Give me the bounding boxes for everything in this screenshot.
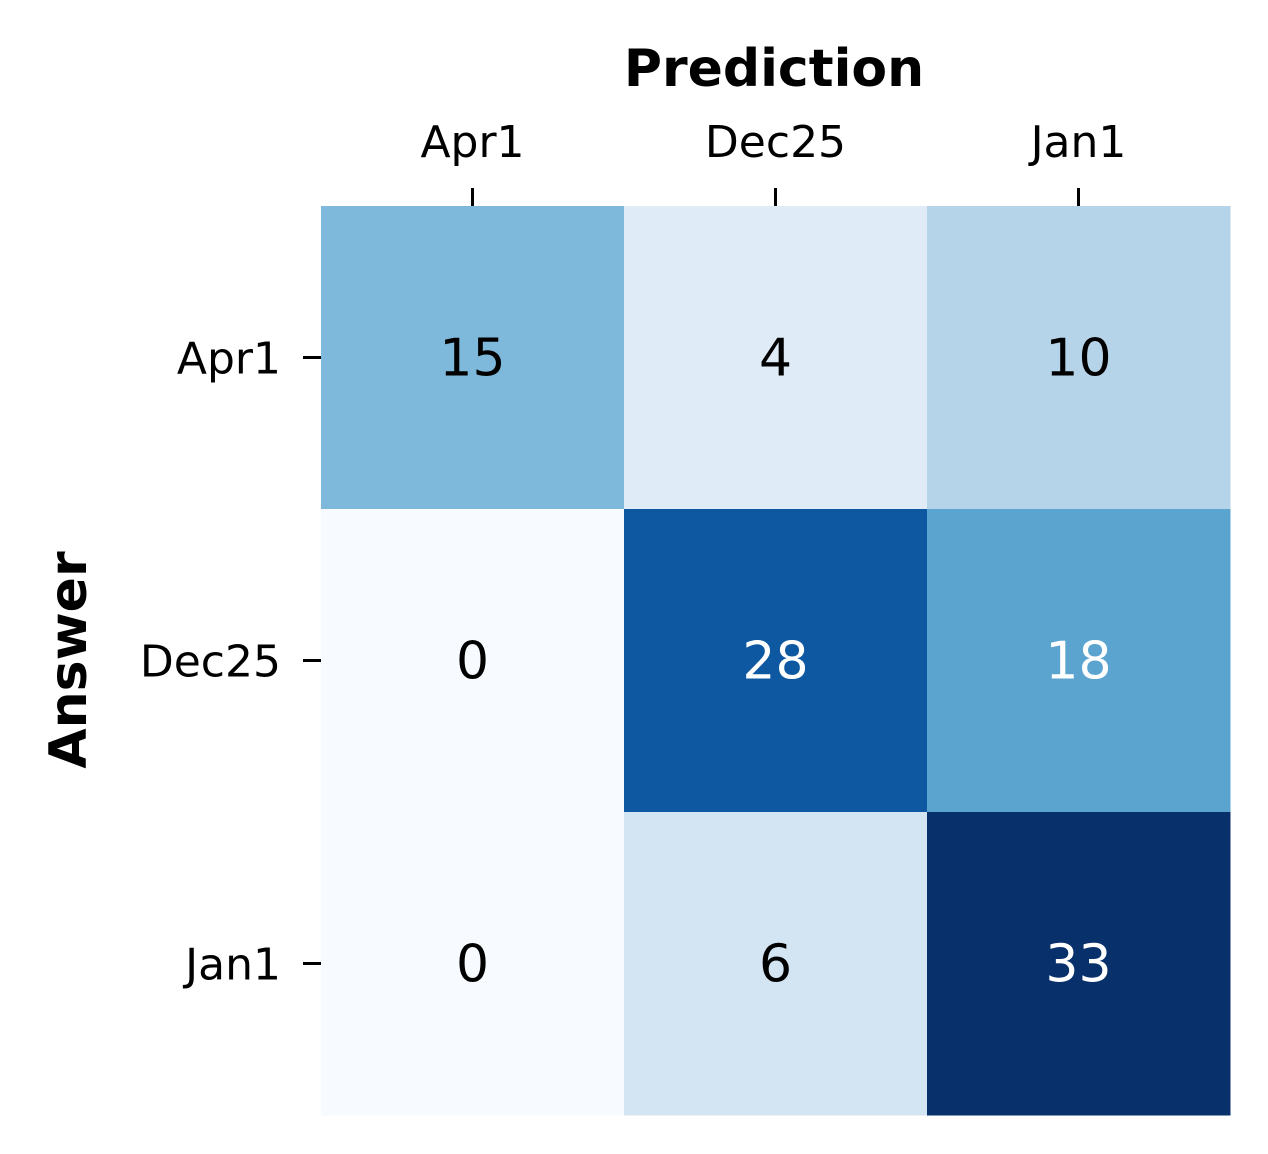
heatmap-cell [927, 509, 1231, 813]
cell-value-label: 0 [456, 632, 489, 692]
y-axis-title: Answer [39, 551, 99, 769]
x-axis-title: Prediction [624, 39, 924, 99]
heatmap-cell [321, 812, 625, 1116]
heatmap-cell [927, 812, 1231, 1116]
cell-value-label: 10 [1045, 329, 1111, 389]
y-tick-label: Jan1 [182, 940, 281, 991]
cell-value-label: 33 [1045, 935, 1111, 995]
cell-value-label: 28 [742, 632, 808, 692]
cell-value-label: 18 [1045, 632, 1111, 692]
heatmap-cell [927, 206, 1231, 510]
x-tick-label: Apr1 [420, 117, 524, 168]
heatmap-cell [624, 206, 928, 510]
cell-value-label: 6 [759, 935, 792, 995]
cell-value-label: 4 [759, 329, 792, 389]
y-axis-ticks: Apr1 Dec25 Jan1 [140, 334, 321, 991]
x-tick-label: Dec25 [705, 117, 846, 168]
heatmap-cell [624, 509, 928, 813]
y-tick-label: Apr1 [177, 334, 281, 385]
x-tick-label: Jan1 [1028, 117, 1127, 168]
cell-value-label: 0 [456, 935, 489, 995]
x-axis-ticks: Apr1 Dec25 Jan1 [420, 117, 1126, 206]
heatmap-cell [321, 206, 625, 510]
cell-value-label: 15 [439, 329, 505, 389]
heatmap-cell [624, 812, 928, 1116]
y-tick-label: Dec25 [140, 637, 281, 688]
heatmap-cell [321, 509, 625, 813]
heatmap-cells: 15 4 10 0 28 18 0 6 33 [321, 206, 1231, 1116]
